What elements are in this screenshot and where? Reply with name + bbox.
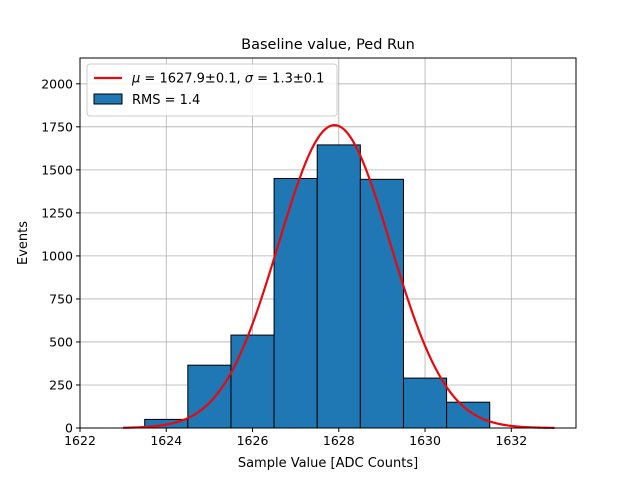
x-tick-label: 1632 [495,433,527,448]
chart-title: Baseline value, Ped Run [241,37,415,53]
y-tick-label: 750 [49,291,73,306]
plot-frame [79,57,577,429]
y-tick-label: 500 [49,334,73,349]
y-tick-label: 2000 [41,76,73,91]
histogram-bar [446,401,491,429]
y-tick-label: 0 [65,421,73,436]
legend-hist-label: RMS = 1.4 [132,93,200,108]
y-tick-label: 1250 [41,205,73,220]
x-axis-label: Sample Value [ADC Counts] [238,456,418,471]
histogram-bar [359,178,404,429]
histogram-bar [273,177,318,429]
legend-sigma-value: = 1.3±0.1 [253,72,324,87]
legend-sigma-symbol: σ [245,72,254,87]
y-tick-label: 250 [49,377,73,392]
x-tick-label: 1628 [323,433,355,448]
legend-mu-value: = 1627.9±0.1, [140,72,244,87]
legend: μ = 1627.9±0.1, σ = 1.3±0.1 RMS = 1.4 [86,63,338,117]
histogram-bar [402,377,448,429]
y-axis-ticks: 0 250 500 750 1000 1250 1500 1750 2000 [41,76,80,436]
histogram-bars [144,144,491,429]
y-tick-label: 1000 [41,248,73,263]
x-tick-label: 1626 [237,433,269,448]
x-tick-label: 1630 [409,433,441,448]
histogram-bar [187,364,232,429]
y-tick-label: 1500 [41,162,73,177]
x-tick-label: 1624 [150,433,182,448]
legend-hist-swatch [93,93,123,105]
histogram-bar [230,334,275,429]
legend-mu-symbol: μ [131,72,140,87]
y-tick-label: 1750 [41,119,73,134]
x-tick-label: 1622 [64,433,96,448]
x-axis-ticks: 1622 1624 1626 1628 1630 1632 [64,428,527,448]
y-axis-label: Events [16,221,31,265]
gaussian-fit-curve [123,124,555,429]
histogram-bar [316,144,361,429]
legend-fit-label: μ = 1627.9±0.1, σ = 1.3±0.1 [131,72,324,87]
legend-box [86,63,338,117]
